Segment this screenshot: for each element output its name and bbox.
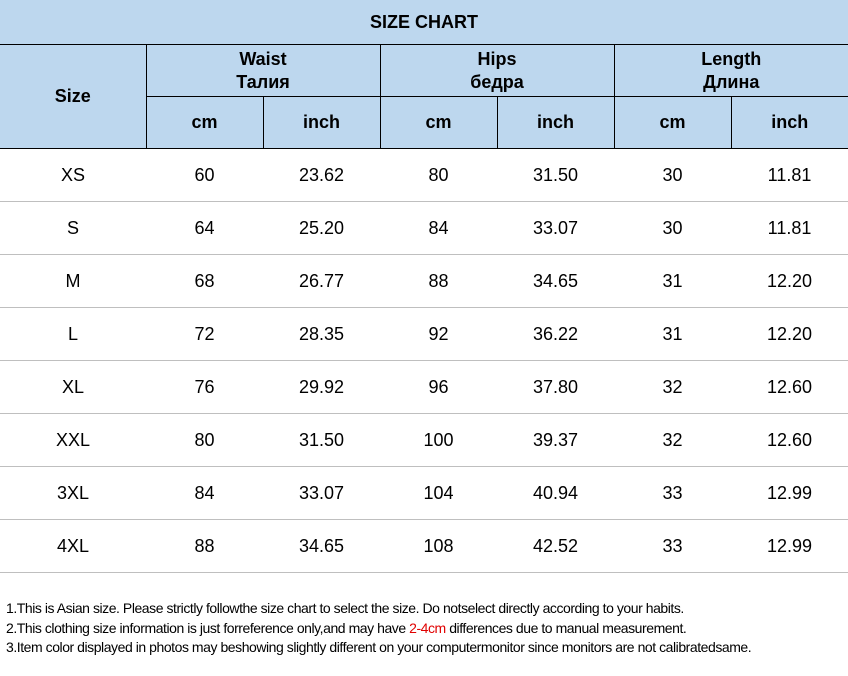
length-cm-header: cm [613, 96, 732, 149]
hips-inch-cell: 37.80 [497, 360, 614, 414]
hips-header: Hips бедра [379, 44, 615, 97]
waist-cm-header: cm [145, 96, 264, 149]
waist-cm-cell: 88 [146, 519, 263, 573]
table-row: 3XL 84 33.07 104 40.94 33 12.99 [0, 466, 848, 520]
hips-cm-cell: 80 [380, 148, 497, 202]
table-row: XL 76 29.92 96 37.80 32 12.60 [0, 360, 848, 414]
hips-inch-cell: 31.50 [497, 148, 614, 202]
hips-inch-cell: 42.52 [497, 519, 614, 573]
length-header: Length Длина [613, 44, 848, 97]
hips-inch-cell: 34.65 [497, 254, 614, 308]
length-inch-header: inch [730, 96, 848, 149]
hips-cm-cell: 84 [380, 201, 497, 255]
note-3: 3.Item color displayed in photos may bes… [6, 639, 752, 655]
length-inch-cell: 12.60 [731, 413, 848, 467]
waist-cm-cell: 64 [146, 201, 263, 255]
table-row: XS 60 23.62 80 31.50 30 11.81 [0, 148, 848, 202]
note-2: 2.This clothing size information is just… [6, 619, 687, 636]
hips-inch-cell: 36.22 [497, 307, 614, 361]
waist-inch-cell: 26.77 [263, 254, 380, 308]
length-inch-cell: 12.99 [731, 519, 848, 573]
waist-inch-cell: 28.35 [263, 307, 380, 361]
size-cell: M [0, 254, 146, 308]
length-inch-cell: 12.99 [731, 466, 848, 520]
table-row: L 72 28.35 92 36.22 31 12.20 [0, 307, 848, 361]
table-row: 4XL 88 34.65 108 42.52 33 12.99 [0, 519, 848, 573]
length-inch-cell: 11.81 [731, 148, 848, 202]
length-cm-cell: 31 [614, 307, 731, 361]
waist-inch-cell: 29.92 [263, 360, 380, 414]
waist-cm-cell: 76 [146, 360, 263, 414]
length-cm-cell: 33 [614, 466, 731, 520]
length-inch-cell: 12.20 [731, 254, 848, 308]
size-cell: XXL [0, 413, 146, 467]
hips-inch-cell: 39.37 [497, 413, 614, 467]
table-row: S 64 25.20 84 33.07 30 11.81 [0, 201, 848, 255]
waist-cm-cell: 80 [146, 413, 263, 467]
hips-cm-cell: 100 [380, 413, 497, 467]
hips-inch-cell: 40.94 [497, 466, 614, 520]
hips-cm-cell: 104 [380, 466, 497, 520]
length-cm-cell: 33 [614, 519, 731, 573]
waist-cm-cell: 84 [146, 466, 263, 520]
length-inch-cell: 12.60 [731, 360, 848, 414]
size-cell: L [0, 307, 146, 361]
size-cell: 3XL [0, 466, 146, 520]
waist-inch-cell: 34.65 [263, 519, 380, 573]
hips-cm-cell: 108 [380, 519, 497, 573]
hips-cm-header: cm [379, 96, 498, 149]
length-cm-cell: 31 [614, 254, 731, 308]
note-2-highlight: 2-4cm [409, 619, 446, 636]
waist-header: Waist Талия [145, 44, 381, 97]
waist-inch-cell: 33.07 [263, 466, 380, 520]
table-row: XXL 80 31.50 100 39.37 32 12.60 [0, 413, 848, 467]
size-cell: XS [0, 148, 146, 202]
hips-cm-cell: 92 [380, 307, 497, 361]
waist-inch-cell: 23.62 [263, 148, 380, 202]
table-row: M 68 26.77 88 34.65 31 12.20 [0, 254, 848, 308]
length-cm-cell: 30 [614, 148, 731, 202]
length-cm-cell: 30 [614, 201, 731, 255]
waist-cm-cell: 72 [146, 307, 263, 361]
size-cell: S [0, 201, 146, 255]
hips-cm-cell: 96 [380, 360, 497, 414]
length-inch-cell: 12.20 [731, 307, 848, 361]
length-cm-cell: 32 [614, 360, 731, 414]
waist-cm-cell: 60 [146, 148, 263, 202]
hips-cm-cell: 88 [380, 254, 497, 308]
size-chart-table: SIZE CHART Size Waist Талия Hips бедра Len… [0, 0, 848, 573]
length-cm-cell: 32 [614, 413, 731, 467]
waist-inch-header: inch [262, 96, 381, 149]
waist-inch-cell: 25.20 [263, 201, 380, 255]
waist-inch-cell: 31.50 [263, 413, 380, 467]
length-inch-cell: 11.81 [731, 201, 848, 255]
size-cell: XL [0, 360, 146, 414]
note-1: 1.This is Asian size. Please strictly fo… [6, 600, 684, 616]
hips-inch-cell: 33.07 [497, 201, 614, 255]
notes: 1.This is Asian size. Please strictly fo… [6, 599, 752, 658]
size-cell: 4XL [0, 519, 146, 573]
size-header: Size [0, 44, 147, 149]
waist-cm-cell: 68 [146, 254, 263, 308]
hips-inch-header: inch [496, 96, 615, 149]
chart-title: SIZE CHART [0, 0, 848, 45]
